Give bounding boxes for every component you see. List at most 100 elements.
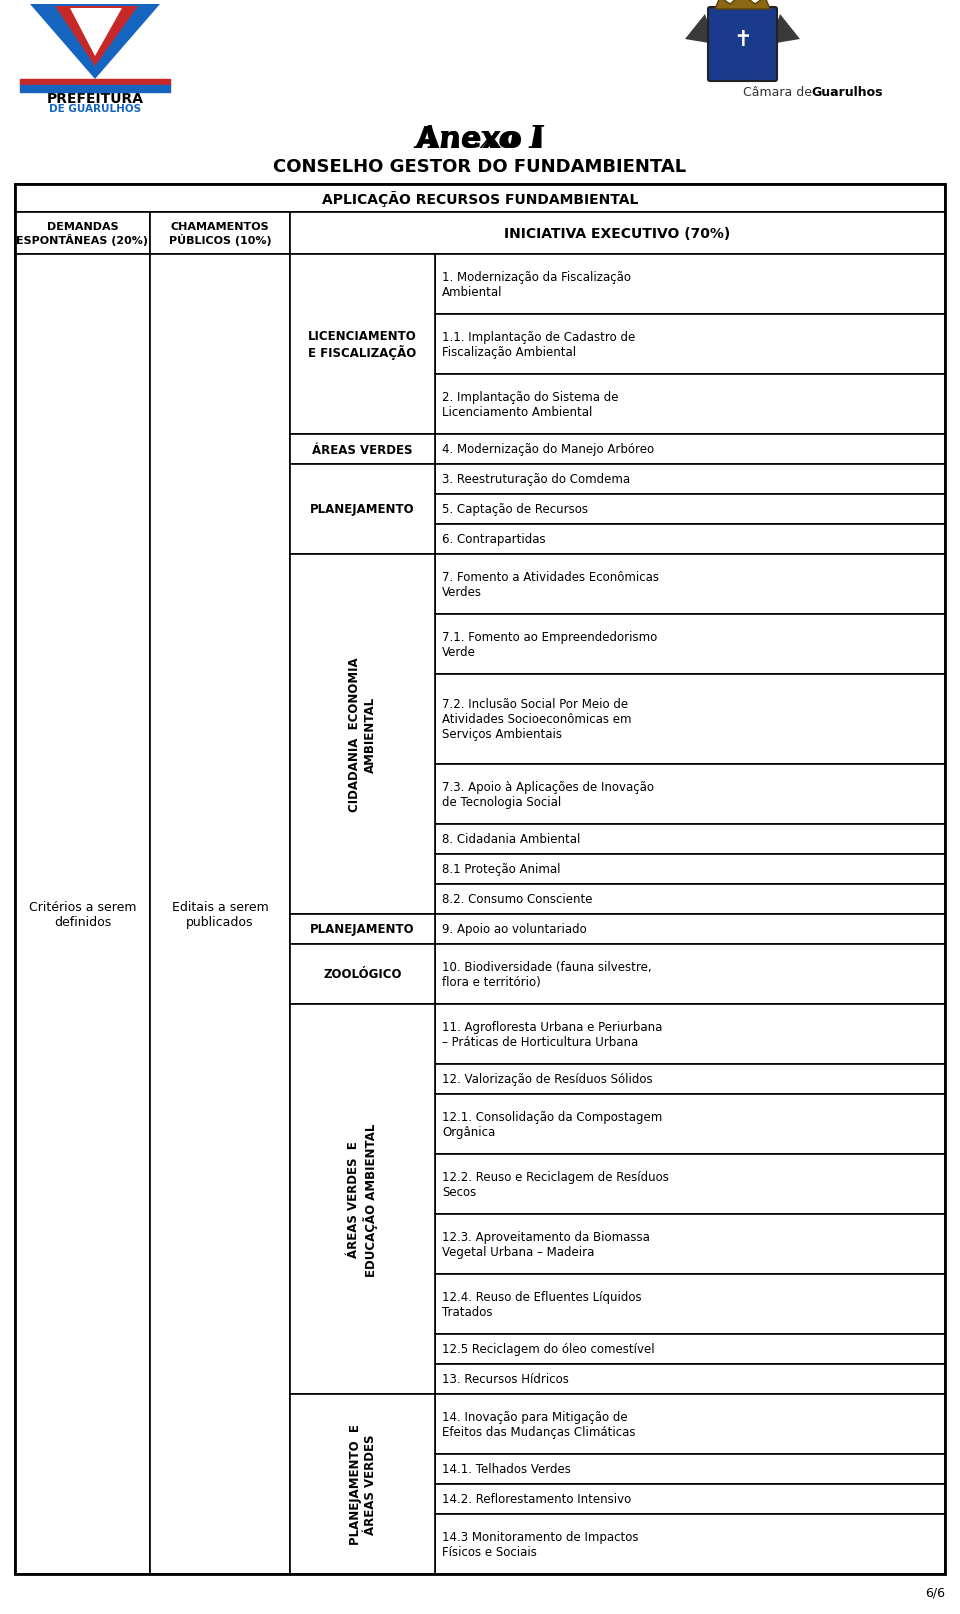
Polygon shape [55,6,138,66]
Bar [435,555,945,615]
Bar [435,434,945,465]
Bar [435,1004,945,1064]
Bar [435,765,945,825]
Text: 14.2. Reflorestamento Intensivo: 14.2. Reflorestamento Intensivo [442,1493,632,1506]
Bar [435,465,945,495]
Text: 12.2. Reuso e Reciclagem de Resíduos
Secos: 12.2. Reuso e Reciclagem de Resíduos Sec… [442,1170,669,1198]
Bar [290,1394,435,1574]
Bar [435,495,945,525]
Text: DE GUARULHOS: DE GUARULHOS [49,103,141,115]
Polygon shape [770,15,800,45]
Text: APLICAÇÃO RECURSOS FUNDAMBIENTAL: APLICAÇÃO RECURSOS FUNDAMBIENTAL [322,190,638,207]
Bar [435,825,945,854]
Text: 1. Modernização da Fiscalização
Ambiental: 1. Modernização da Fiscalização Ambienta… [442,271,631,299]
Bar [290,944,435,1004]
Bar [435,854,945,884]
Bar [435,944,945,1004]
Bar [15,213,150,255]
Polygon shape [30,5,160,81]
Text: 7.1. Fomento ao Empreendedorismo
Verde: 7.1. Fomento ao Empreendedorismo Verde [442,631,658,659]
Text: CHAMAMENTOS
PÚBLICOS (10%): CHAMAMENTOS PÚBLICOS (10%) [169,221,272,245]
Text: 3. Reestruturação do Comdema: 3. Reestruturação do Comdema [442,473,630,486]
Bar [435,1273,945,1335]
Bar [435,1094,945,1154]
Bar [435,1214,945,1273]
Text: ✝: ✝ [733,31,752,50]
Text: CONSELHO GESTOR DO FUNDAMBIENTAL: CONSELHO GESTOR DO FUNDAMBIENTAL [274,158,686,176]
Text: PLANEJAMENTO  E
ÁREAS VERDES: PLANEJAMENTO E ÁREAS VERDES [348,1424,376,1545]
Polygon shape [715,0,770,10]
Bar [290,465,435,555]
Bar [15,186,945,1574]
Bar [435,1454,945,1485]
Text: 8.1 Proteção Animal: 8.1 Proteção Animal [442,863,561,876]
Text: Anexo I: Anexo I [416,126,544,155]
Text: Câmara de: Câmara de [743,87,816,100]
Text: Critérios a serem
definidos: Critérios a serem definidos [29,901,136,928]
Text: 14.1. Telhados Verdes: 14.1. Telhados Verdes [442,1462,571,1475]
Text: 11. Agrofloresta Urbana e Periurbana
– Práticas de Horticultura Urbana: 11. Agrofloresta Urbana e Periurbana – P… [442,1020,662,1049]
Text: 12.1. Consolidação da Compostagem
Orgânica: 12.1. Consolidação da Compostagem Orgâni… [442,1110,662,1138]
Text: PLANEJAMENTO: PLANEJAMENTO [310,923,415,936]
Text: 7.2. Inclusão Social Por Meio de
Atividades Socioeconômicas em
Serviços Ambienta: 7.2. Inclusão Social Por Meio de Ativida… [442,699,632,741]
Text: Editais a serem
publicados: Editais a serem publicados [172,901,269,928]
Text: ÁREAS VERDES: ÁREAS VERDES [312,444,413,457]
Text: 8. Cidadania Ambiental: 8. Cidadania Ambiental [442,833,581,846]
Bar [290,555,435,915]
Text: Guarulhos: Guarulhos [811,87,882,100]
Text: 12.5 Reciclagem do óleo comestível: 12.5 Reciclagem do óleo comestível [442,1343,655,1356]
Bar [290,1004,435,1394]
Bar [290,213,945,255]
Bar [150,213,290,255]
Text: LICENCIAMENTO
E FISCALIZAÇÃO: LICENCIAMENTO E FISCALIZAÇÃO [308,329,417,360]
Bar [290,915,435,944]
Bar [290,434,435,465]
Text: 4. Modernização do Manejo Arbóreo: 4. Modernização do Manejo Arbóreo [442,444,654,457]
Bar [435,884,945,915]
Bar [435,1514,945,1574]
Text: ÁREAS VERDES  E
EDUCAÇÃO AMBIENTAL: ÁREAS VERDES E EDUCAÇÃO AMBIENTAL [348,1123,377,1277]
Text: 2. Implantação do Sistema de
Licenciamento Ambiental: 2. Implantação do Sistema de Licenciamen… [442,391,618,418]
Text: 12.4. Reuso de Efluentes Líquidos
Tratados: 12.4. Reuso de Efluentes Líquidos Tratad… [442,1290,641,1319]
Text: INICIATIVA EXECUTIVO (70%): INICIATIVA EXECUTIVO (70%) [504,228,731,240]
Text: 6/6: 6/6 [925,1585,945,1598]
Bar [435,255,945,315]
Polygon shape [70,10,122,56]
Bar [15,186,945,213]
Text: 10. Biodiversidade (fauna silvestre,
flora e território): 10. Biodiversidade (fauna silvestre, flo… [442,960,652,988]
Bar [435,1364,945,1394]
Bar [435,915,945,944]
Text: 9. Apoio ao voluntariado: 9. Apoio ao voluntariado [442,923,587,936]
Text: DEMANDAS
ESPONTÂNEAS (20%): DEMANDAS ESPONTÂNEAS (20%) [16,221,149,245]
Text: 12.3. Aproveitamento da Biomassa
Vegetal Urbana – Madeira: 12.3. Aproveitamento da Biomassa Vegetal… [442,1230,650,1259]
Bar [290,255,435,434]
Bar [435,1064,945,1094]
Bar [435,315,945,374]
Text: PLANEJAMENTO: PLANEJAMENTO [310,504,415,516]
Bar [435,675,945,765]
Text: 7. Fomento a Atividades Econômicas
Verdes: 7. Fomento a Atividades Econômicas Verde… [442,571,659,599]
Text: Anexo I: Anexo I [416,124,544,155]
Text: ZOOLÓGICO: ZOOLÓGICO [324,968,401,981]
Text: 1.1. Implantação de Cadastro de
Fiscalização Ambiental: 1.1. Implantação de Cadastro de Fiscaliz… [442,331,636,358]
Text: 12. Valorização de Resíduos Sólidos: 12. Valorização de Resíduos Sólidos [442,1073,653,1086]
Text: CIDADANIA  ECONOMIA
AMBIENTAL: CIDADANIA ECONOMIA AMBIENTAL [348,657,376,812]
Bar [15,255,150,1574]
Bar [435,1485,945,1514]
Bar [435,1154,945,1214]
Polygon shape [685,15,715,45]
Bar [435,1394,945,1454]
Bar [435,374,945,434]
Text: PREFEITURA: PREFEITURA [46,92,143,107]
Text: 14.3 Monitoramento de Impactos
Físicos e Sociais: 14.3 Monitoramento de Impactos Físicos e… [442,1530,638,1558]
Text: 6. Contrapartidas: 6. Contrapartidas [442,533,545,546]
Bar [435,525,945,555]
Text: 14. Inovação para Mitigação de
Efeitos das Mudanças Climáticas: 14. Inovação para Mitigação de Efeitos d… [442,1411,636,1438]
FancyBboxPatch shape [708,8,777,82]
Text: 8.2. Consumo Consciente: 8.2. Consumo Consciente [442,893,592,905]
Text: ✝: ✝ [733,31,752,50]
Bar [435,1335,945,1364]
Text: 7.3. Apoio à Aplicações de Inovação
de Tecnologia Social: 7.3. Apoio à Aplicações de Inovação de T… [442,781,654,809]
Bar [150,255,290,1574]
Text: 13. Recursos Hídricos: 13. Recursos Hídricos [442,1372,569,1386]
